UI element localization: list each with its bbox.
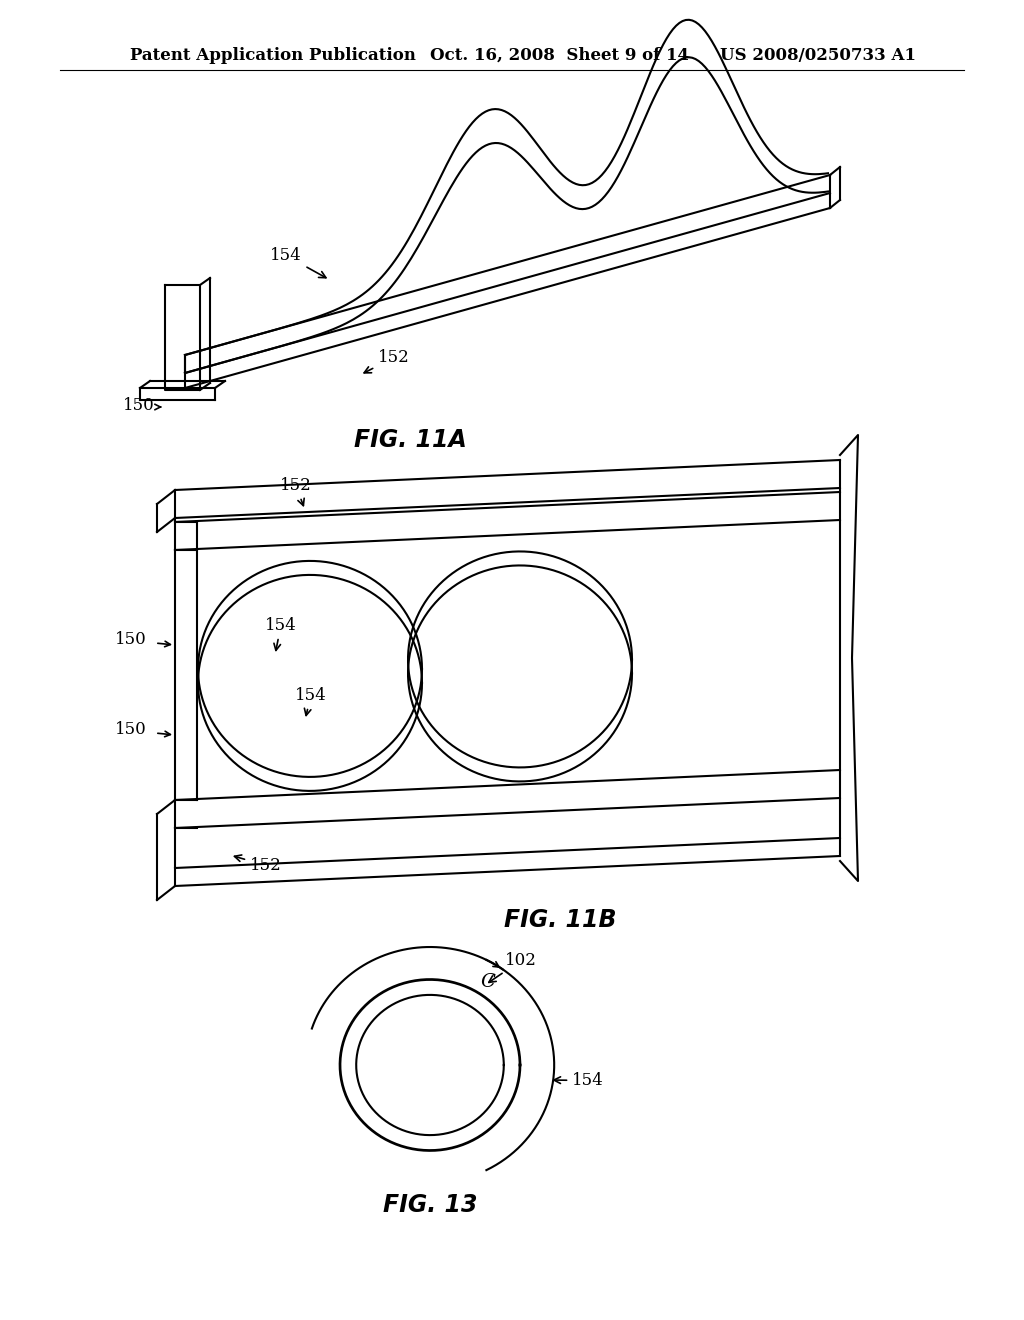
Text: 154: 154 [554,1072,604,1089]
Text: FIG. 11B: FIG. 11B [504,908,616,932]
Text: 152: 152 [365,348,410,372]
Text: 152: 152 [280,477,311,506]
Text: 154: 154 [295,686,327,715]
Text: 150: 150 [116,722,147,738]
Text: US 2008/0250733 A1: US 2008/0250733 A1 [720,46,916,63]
Text: 150: 150 [123,396,155,413]
Text: 150: 150 [116,631,147,648]
Text: C: C [480,973,496,990]
Text: FIG. 13: FIG. 13 [383,1193,477,1217]
Text: FIG. 11A: FIG. 11A [353,428,466,451]
Text: Patent Application Publication: Patent Application Publication [130,46,416,63]
Text: 102: 102 [488,952,537,982]
Text: Oct. 16, 2008  Sheet 9 of 14: Oct. 16, 2008 Sheet 9 of 14 [430,46,689,63]
Text: 152: 152 [234,855,282,874]
Text: 154: 154 [265,616,297,651]
Text: 154: 154 [270,247,326,277]
